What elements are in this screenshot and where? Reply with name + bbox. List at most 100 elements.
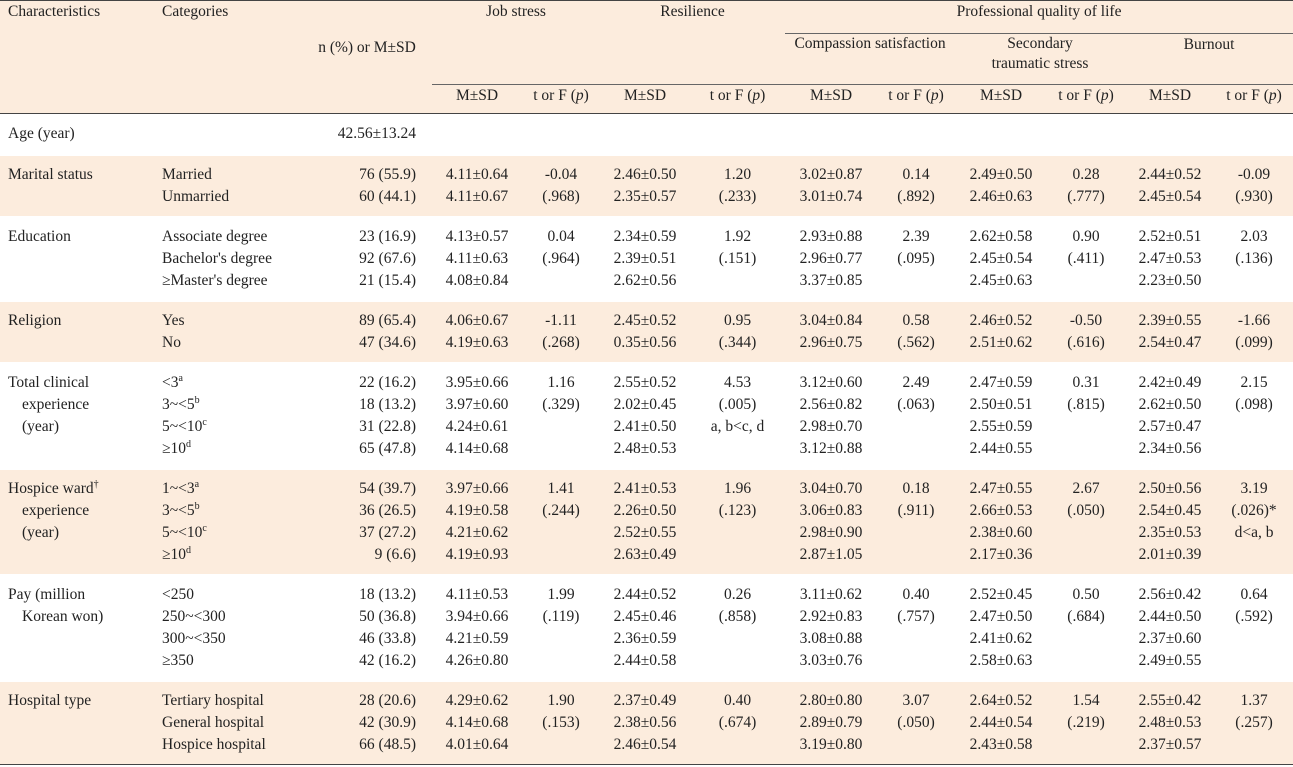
characteristic-text: experience xyxy=(22,396,90,413)
compassion-msd-value: 3.11±0.62 xyxy=(793,584,869,606)
sts-msd-value: 2.47±0.59 xyxy=(963,372,1039,394)
n-percent-value: 46 (33.8) xyxy=(310,628,416,650)
category-text: Yes xyxy=(162,312,185,329)
sts-test-value: (.219) xyxy=(1055,712,1117,734)
n-percent-text: 23 (16.9) xyxy=(359,228,416,245)
burnout-test-text: (.257) xyxy=(1235,714,1273,731)
compassion-msd-value: 2.92±0.83 xyxy=(793,606,869,628)
job-stress-msd-text: 4.21±0.62 xyxy=(445,524,509,541)
burnout-msd-text: 2.57±0.47 xyxy=(1138,418,1202,435)
burnout-msd-value: 2.48±0.53 xyxy=(1133,712,1207,734)
sts-test-text: -0.50 xyxy=(1069,312,1103,329)
job-stress-msd-value: 4.24±0.61 xyxy=(440,416,514,438)
category-text: Married xyxy=(162,166,212,183)
job-stress-test-text: (.119) xyxy=(542,608,580,625)
resilience-msd-value: 2.38±0.56 xyxy=(608,712,682,734)
n-percent-value: 65 (47.8) xyxy=(310,438,416,460)
sts-msd-cell: 2.49±0.50 2.46±0.63 xyxy=(955,154,1048,217)
job-stress-msd-cell: 4.06±0.67 4.19±0.63 xyxy=(432,300,522,363)
job-stress-msd-text: 4.21±0.59 xyxy=(445,630,509,647)
burnout-test-value: (.099) xyxy=(1223,332,1285,354)
resilience-msd-text: 2.44±0.52 xyxy=(613,586,677,603)
compassion-test-value: 0.40 xyxy=(885,584,947,606)
job-stress-msd-text: 4.19±0.63 xyxy=(445,334,509,351)
job-stress-test-value: 0.04 xyxy=(530,226,592,248)
characteristic-cell: Hospital type xyxy=(0,680,154,765)
category-value: 1~<3a xyxy=(162,478,294,500)
category-text: 5~<10 xyxy=(162,524,203,541)
subheader-tf-prefix: t or F ( xyxy=(533,87,576,104)
resilience-test-value: 1.20 xyxy=(698,164,777,186)
category-value: 3~<5b xyxy=(162,394,294,416)
burnout-test-text: 1.37 xyxy=(1240,692,1268,709)
resilience-msd-cell: 2.34±0.59 2.39±0.51 2.62±0.56 xyxy=(600,216,691,301)
resilience-test-text: 1.20 xyxy=(723,166,752,183)
n-percent-text: 47 (34.6) xyxy=(359,334,416,351)
resilience-msd-text: 2.26±0.50 xyxy=(613,502,677,519)
resilience-msd-value: 2.26±0.50 xyxy=(608,500,682,522)
header-burnout: Burnout xyxy=(1125,33,1293,85)
n-percent-text: 22 (16.2) xyxy=(359,374,416,391)
resilience-msd-text: 2.38±0.56 xyxy=(613,714,677,731)
sts-msd-text: 2.52±0.45 xyxy=(969,586,1033,603)
characteristic-value: (year) xyxy=(8,522,146,544)
compassion-msd-text: 3.08±0.88 xyxy=(799,630,863,647)
sts-test-value: (.050) xyxy=(1055,500,1117,522)
job-stress-test-value: 1.41 xyxy=(530,478,592,500)
subheader-tf-prefix: t or F ( xyxy=(1226,87,1269,104)
job-stress-test-value: (.119) xyxy=(530,606,592,628)
sts-msd-text: 2.46±0.63 xyxy=(969,188,1033,205)
job-stress-msd-value: 4.19±0.58 xyxy=(440,500,514,522)
compassion-msd-text: 3.02±0.87 xyxy=(799,166,863,183)
burnout-test-cell: 2.03 (.136) xyxy=(1215,216,1293,301)
category-value: 250~<300 xyxy=(162,606,294,628)
subheader-t-or-f: t or F (p) xyxy=(1215,84,1293,114)
n-percent-cell: 42.56±13.24 xyxy=(302,114,432,156)
category-text: ≥Master's degree xyxy=(162,272,268,289)
job-stress-msd-value: 3.95±0.66 xyxy=(440,372,514,394)
category-superscript: a xyxy=(194,479,200,490)
burnout-msd-text: 2.37±0.60 xyxy=(1138,630,1202,647)
category-text: Unmarried xyxy=(162,188,230,205)
job-stress-msd-text: 4.29±0.62 xyxy=(445,692,509,709)
job-stress-test-text: 1.99 xyxy=(547,586,575,603)
characteristic-text: Hospital type xyxy=(8,692,92,709)
compassion-msd-value: 2.98±0.70 xyxy=(793,416,869,438)
job-stress-test-value: -0.04 xyxy=(530,164,592,186)
sts-msd-text: 2.66±0.53 xyxy=(969,502,1033,519)
category-value: Associate degree xyxy=(162,226,294,248)
resilience-msd-text: 2.45±0.46 xyxy=(613,608,677,625)
compassion-msd-cell: 3.11±0.62 2.92±0.83 3.08±0.88 3.03±0.76 xyxy=(785,574,878,681)
job-stress-msd-value: 4.19±0.63 xyxy=(440,332,514,354)
n-percent-text: 18 (13.2) xyxy=(359,396,416,413)
resilience-test-text: (.344) xyxy=(718,334,757,351)
n-percent-value: 42.56±13.24 xyxy=(310,123,416,145)
characteristic-cell: Age (year) xyxy=(0,114,154,156)
sts-msd-value: 2.44±0.54 xyxy=(963,712,1039,734)
resilience-test-text: 0.26 xyxy=(723,586,752,603)
category-text: ≥10 xyxy=(162,546,187,563)
job-stress-test-value: 1.90 xyxy=(530,690,592,712)
sts-msd-value: 2.38±0.60 xyxy=(963,522,1039,544)
sts-msd-value: 2.51±0.62 xyxy=(963,332,1039,354)
category-text: No xyxy=(162,334,181,351)
compassion-test-text: 3.07 xyxy=(902,692,930,709)
job-stress-test-value: 1.99 xyxy=(530,584,592,606)
burnout-test-value: 1.37 xyxy=(1223,690,1285,712)
compassion-msd-value: 3.08±0.88 xyxy=(793,628,869,650)
resilience-test-cell xyxy=(690,114,785,156)
job-stress-test-text: 1.90 xyxy=(547,692,575,709)
resilience-test-value: (.005) xyxy=(698,394,777,416)
sts-msd-text: 2.46±0.52 xyxy=(969,312,1033,329)
characteristic-cell: Marital status xyxy=(0,154,154,217)
job-stress-test-cell: -0.04 (.968) xyxy=(522,154,601,217)
characteristic-value: Age (year) xyxy=(8,123,146,145)
burnout-msd-text: 2.44±0.50 xyxy=(1138,608,1202,625)
job-stress-msd-text: 3.95±0.66 xyxy=(445,374,509,391)
job-stress-test-text: (.968) xyxy=(542,188,580,205)
category-superscript: d xyxy=(186,439,192,450)
resilience-msd-value: 2.37±0.49 xyxy=(608,690,682,712)
category-cell: <250 250~<300 300~<350 ≥350 xyxy=(154,574,302,681)
burnout-msd-cell: 2.56±0.42 2.44±0.50 2.37±0.60 2.49±0.55 xyxy=(1125,574,1216,681)
job-stress-test-cell: 1.16 (.329) xyxy=(522,362,601,469)
